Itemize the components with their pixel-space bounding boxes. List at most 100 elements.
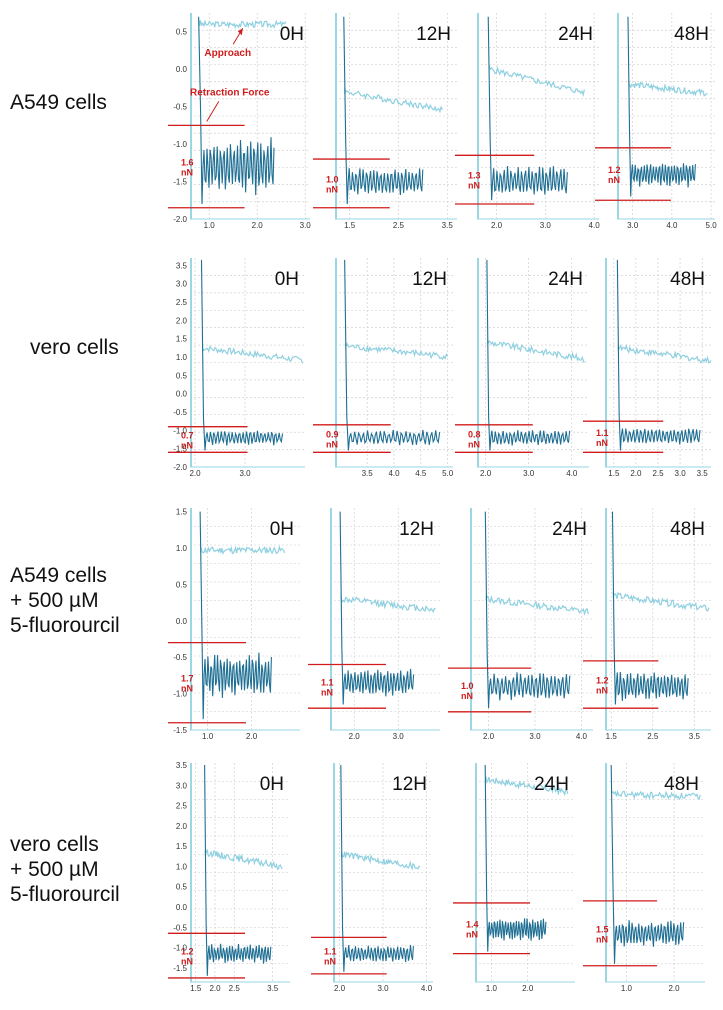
force-value-label: 1.3 <box>468 171 481 181</box>
y-tick-label: 2.5 <box>176 802 188 811</box>
y-axis: 1.5 1.0 0.5 0.0 -0.5 -1.0 -1.5 <box>173 508 188 735</box>
panel-title: 24H <box>552 519 587 540</box>
retraction-annotation: Retraction Force <box>190 87 270 98</box>
grid <box>190 508 300 730</box>
grid <box>330 508 440 730</box>
approach-curve <box>200 544 286 555</box>
chart-panel: 2.0 3.0 1.1nN 12H <box>308 508 440 741</box>
x-tick-label: 3.0 <box>675 469 687 478</box>
y-tick-label: 1.5 <box>176 335 188 344</box>
retraction-curve <box>486 259 571 451</box>
x-tick-label: 3.0 <box>627 221 639 230</box>
panel-title: 0H <box>270 519 294 540</box>
row-label-line: vero cells <box>10 833 99 856</box>
x-tick-label: 3.5 <box>442 221 454 230</box>
force-value-label: 0.9 <box>326 430 339 440</box>
x-tick-label: 3.5 <box>362 469 374 478</box>
x-tick-label: 1.5 <box>190 984 202 993</box>
grid <box>190 258 305 467</box>
retraction-curve <box>198 16 275 205</box>
approach-curve <box>344 87 443 114</box>
chart-panel: 2.0 3.0 4.0 0.8nN 24H <box>455 258 589 478</box>
chart-panel: 2.0 3.0 4.0 1.3nN 24H <box>455 13 600 230</box>
x-tick-label: 3.0 <box>377 984 389 993</box>
x-tick-label: 2.0 <box>246 732 258 741</box>
x-tick-label: 2.0 <box>209 984 221 993</box>
approach-curve <box>485 594 589 616</box>
retraction-curve <box>484 511 571 709</box>
approach-curve <box>201 344 304 364</box>
x-tick-label: 1.0 <box>202 732 214 741</box>
y-tick-label: 3.5 <box>176 261 188 270</box>
x-tick-label: 4.0 <box>421 984 433 993</box>
force-unit-label: nN <box>326 184 338 194</box>
approach-curve <box>341 851 421 871</box>
force-unit-label: nN <box>181 684 193 694</box>
x-tick-label: 2.5 <box>647 732 659 741</box>
x-tick-label: 1.5 <box>608 469 620 478</box>
panel-title: 0H <box>280 24 304 45</box>
force-unit-label: nN <box>181 168 193 178</box>
y-tick-label: -1.0 <box>173 690 187 699</box>
panel-title: 12H <box>412 269 447 290</box>
chart-panel: 2.0 3.0 4.0 1.1nN 12H <box>311 763 433 993</box>
y-tick-label: 1.5 <box>176 842 188 851</box>
x-tick-label: 3.0 <box>523 469 535 478</box>
approach-curve <box>612 591 710 612</box>
retraction-curve <box>199 511 272 720</box>
y-tick-label: 1.5 <box>176 508 188 517</box>
panel-title: 0H <box>260 774 284 795</box>
force-value-label: 1.1 <box>324 947 337 957</box>
row-label-line: vero cells <box>30 336 119 359</box>
force-value-label: 1.2 <box>181 947 194 957</box>
chart-panel: 1.0 2.0 3.0 1.6nN 0H Approach Retraction Force <box>168 13 311 230</box>
y-tick-label: 3.5 <box>176 761 188 770</box>
grid <box>617 13 715 219</box>
x-tick-label: 1.5 <box>606 732 618 741</box>
panel-title: 12H <box>399 519 434 540</box>
retraction-curve <box>484 765 547 952</box>
panel-title: 48H <box>674 24 709 45</box>
y-axis: 3.5 3.0 2.5 2.0 1.5 1.0 0.5 0.0 -0.5 -1.0 -1.5 -2.0 <box>173 261 188 472</box>
chart-panel: 3.0 4.0 5.0 1.2nN 48H <box>595 13 717 230</box>
y-tick-label: 0.5 <box>176 28 188 37</box>
y-tick-label: 3.0 <box>176 781 188 790</box>
approach-curve <box>617 343 712 364</box>
chart-panel: 1.5 2.5 3.5 1.2nN 48H <box>583 508 711 741</box>
force-value-label: 1.1 <box>596 428 609 438</box>
row-label-line: 5-fluorourcil <box>10 614 120 637</box>
retraction-arrow <box>206 101 220 122</box>
x-tick-label: 4.0 <box>576 732 588 741</box>
x-tick-label: 2.5 <box>652 469 664 478</box>
x-tick-label: 4.0 <box>566 469 578 478</box>
force-value-label: 1.1 <box>321 677 334 687</box>
force-unit-label: nN <box>326 440 338 450</box>
x-tick-label: 2.0 <box>491 221 503 230</box>
approach-curve <box>628 80 708 97</box>
x-tick-label: 2.0 <box>522 984 534 993</box>
force-unit-label: nN <box>468 440 480 450</box>
approach-curve <box>199 19 287 29</box>
chart-panel: 1.5 2.0 2.5 3.0 3.5 1.1nN 48H <box>583 258 712 478</box>
y-tick-label: 0.5 <box>176 883 188 892</box>
x-tick-label: 2.5 <box>229 984 241 993</box>
x-tick-label: 1.5 <box>344 221 356 230</box>
row-label-line: 5-fluorourcil <box>10 883 120 906</box>
chart-panel: 2.0 3.0 0.7nN 0H <box>168 258 305 478</box>
row-label-line: + 500 µM <box>10 589 99 612</box>
force-value-label: 1.2 <box>596 676 609 686</box>
y-tick-label: 0.0 <box>176 617 188 626</box>
panel-title: 12H <box>416 24 451 45</box>
y-axis: 3.5 3.0 2.5 2.0 1.5 1.0 0.5 0.0 -0.5 -1.0 -1.5 <box>173 761 188 973</box>
y-tick-label: -1.0 <box>173 140 187 149</box>
x-tick-label: 4.0 <box>388 469 400 478</box>
force-unit-label: nN <box>596 438 608 448</box>
retraction-curve <box>616 259 701 451</box>
row-label-a549-5fu: A549 cells + 500 µM 5-fluorourcil <box>10 563 120 638</box>
x-tick-label: 2.0 <box>668 984 680 993</box>
force-value-label: 1.0 <box>461 681 474 691</box>
y-tick-label: -1.5 <box>173 726 187 735</box>
panel-title: 24H <box>548 269 583 290</box>
force-unit-label: nN <box>468 181 480 191</box>
x-tick-label: 3.5 <box>267 984 279 993</box>
